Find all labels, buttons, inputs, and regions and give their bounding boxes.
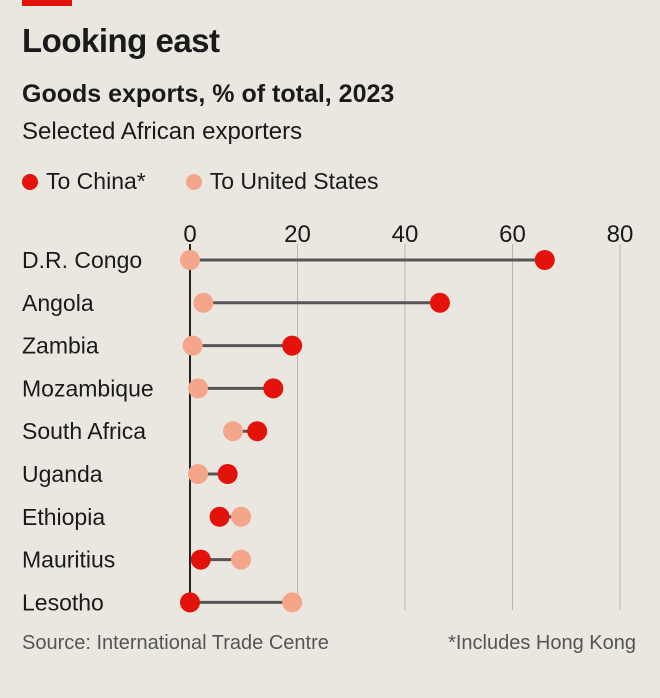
brand-tab: [22, 0, 72, 6]
point-us: [282, 592, 303, 613]
x-tick-label: 0: [183, 221, 196, 248]
point-china: [190, 549, 211, 570]
point-china: [429, 292, 450, 313]
chart-description: Selected African exporters: [22, 118, 303, 145]
point-us: [193, 292, 214, 313]
x-tick-label: 20: [284, 221, 311, 248]
legend-dot-us: [185, 173, 202, 190]
point-china: [217, 464, 238, 484]
legend-dot-china: [22, 173, 38, 190]
category-label: Zambia: [22, 333, 99, 359]
point-us: [188, 464, 209, 484]
category-label: Lesotho: [22, 589, 104, 615]
point-us: [223, 421, 243, 442]
legend-label-us: To United States: [209, 168, 379, 194]
legend: To China* To United States: [22, 168, 419, 195]
point-china: [534, 250, 555, 270]
x-tick-label: 80: [607, 221, 634, 248]
point-china: [247, 421, 268, 442]
x-tick-label: 40: [392, 221, 419, 248]
category-label: Angola: [22, 290, 94, 316]
category-label: South Africa: [22, 418, 146, 444]
x-tick-label: 60: [499, 221, 526, 248]
point-us: [188, 378, 209, 399]
category-label: Uganda: [22, 461, 103, 487]
point-china: [263, 378, 284, 399]
chart-title: Looking east: [22, 22, 220, 59]
point-china: [209, 506, 230, 527]
category-label: Mauritius: [22, 547, 115, 573]
category-label: D.R. Congo: [22, 247, 142, 273]
point-us: [231, 549, 252, 570]
legend-item-us: To United States: [185, 168, 379, 195]
category-label: Ethiopia: [22, 504, 105, 530]
chart-subtitle: Goods exports, % of total, 2023: [22, 80, 395, 108]
point-us: [231, 506, 252, 527]
source-note: Source: International Trade Centre: [22, 632, 329, 654]
legend-item-china: To China*: [22, 168, 146, 195]
legend-label-china: To China*: [46, 168, 146, 194]
point-china: [180, 592, 200, 613]
dumbbell-chart: 0 20 40 60 80 D.R. Congo Angola Zambia Mozambiqu…: [22, 221, 634, 615]
point-china: [282, 335, 303, 356]
point-us: [180, 250, 200, 270]
category-label: Mozambique: [22, 375, 154, 401]
point-us: [182, 335, 203, 356]
footnote: *Includes Hong Kong: [448, 632, 636, 654]
